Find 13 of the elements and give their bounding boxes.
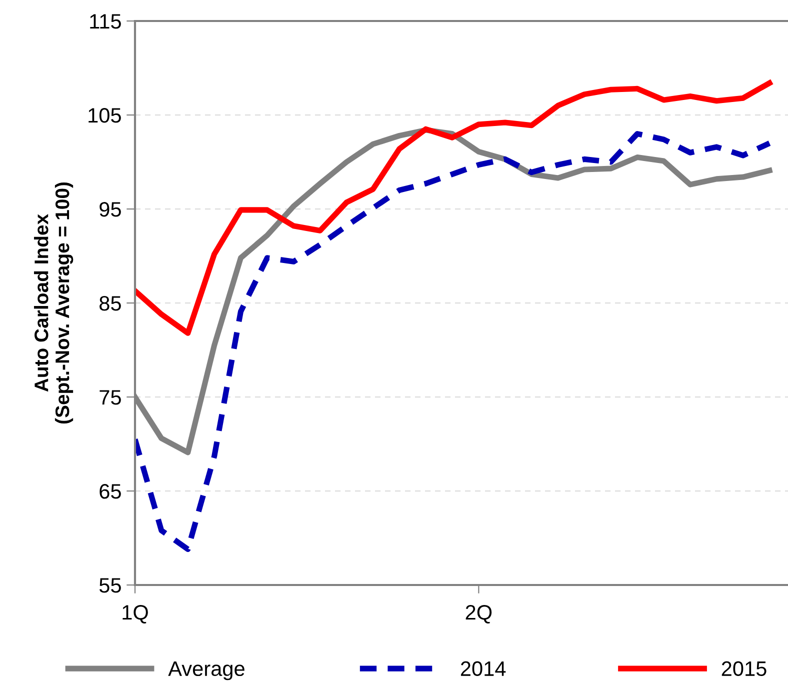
legend-label: 2015 <box>722 661 766 676</box>
y-tick-label: 105 <box>88 108 121 123</box>
x-tick-label: 1Q <box>122 604 148 624</box>
y-axis-title: Auto Carload Index (Sept.-Nov. Average = 100) <box>34 182 74 424</box>
y-tick-label: 75 <box>100 390 121 405</box>
legend-label: 2014 <box>460 661 506 676</box>
legend-label: Average <box>168 662 244 680</box>
y-tick-label: 65 <box>100 484 121 499</box>
y-tick-label: 85 <box>100 296 121 311</box>
y-tick-label: 95 <box>100 202 121 217</box>
y-tick-label: 115 <box>90 14 121 29</box>
x-tick-label: 2Q <box>466 604 492 624</box>
y-tick-label: 55 <box>99 578 121 593</box>
